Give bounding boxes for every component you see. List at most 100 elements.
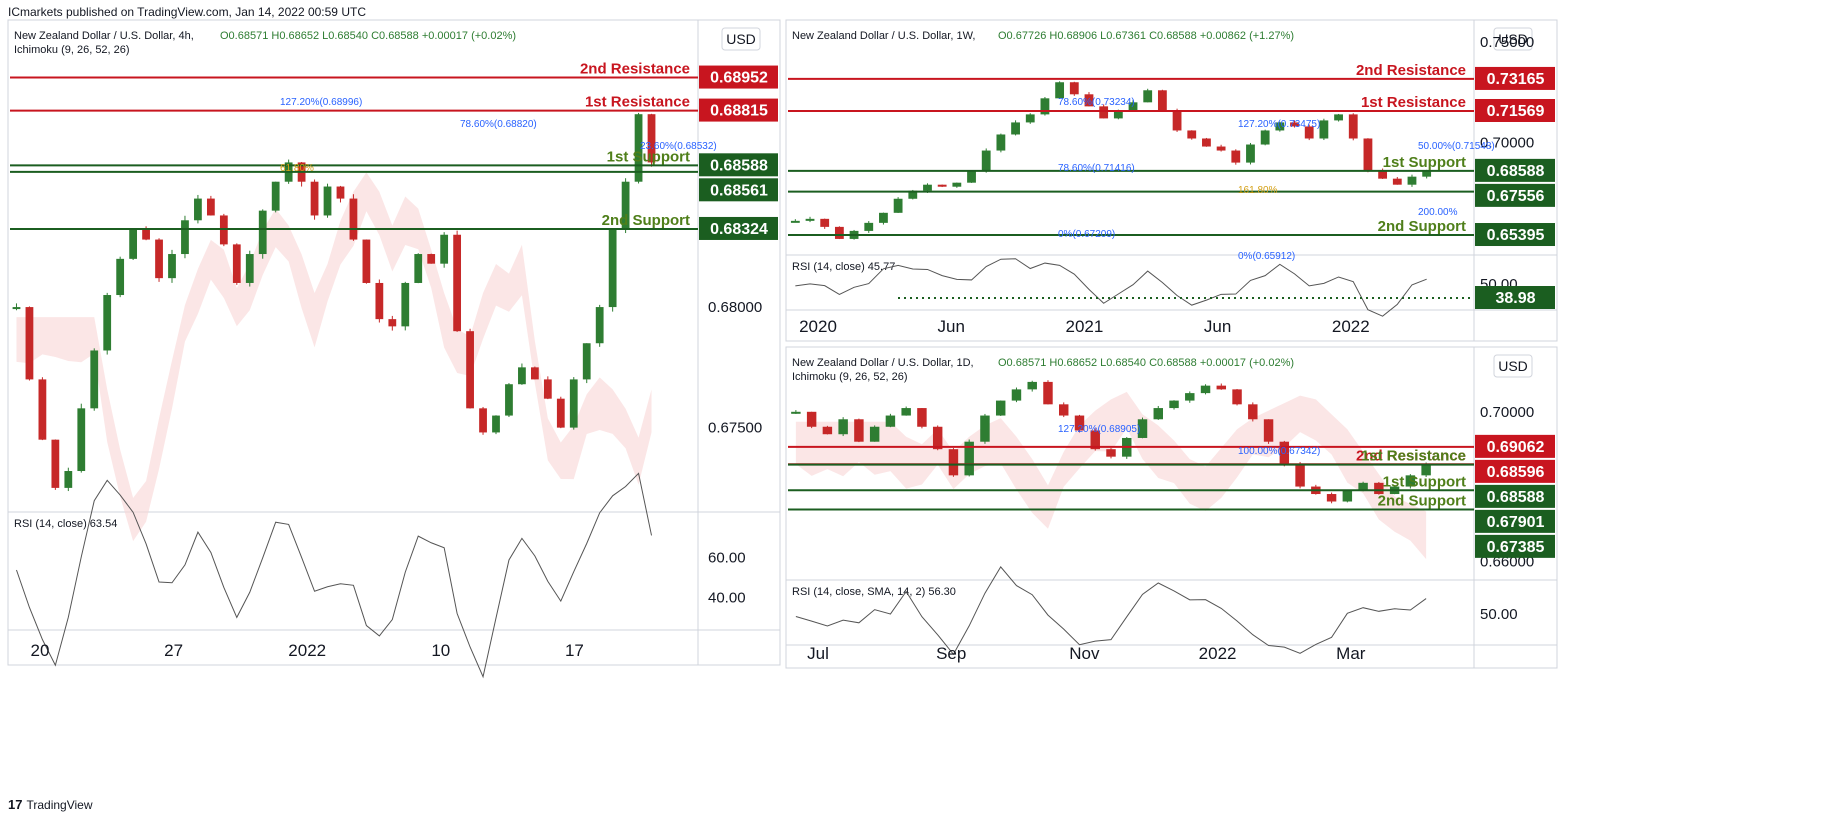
- level-value: 0.68588: [1487, 163, 1545, 180]
- candle-body: [948, 449, 959, 476]
- candle-body: [1295, 464, 1305, 487]
- rsi-line: [16, 472, 653, 679]
- fib-label: 0%(0.67209): [1058, 229, 1115, 240]
- candle-body: [103, 295, 112, 351]
- candle-body: [479, 408, 487, 433]
- candle-body: [492, 415, 500, 433]
- level-label: 1st Resistance: [585, 94, 690, 111]
- ohlc-readout: O0.68571 H0.68652 L0.68540 C0.68588 +0.0…: [998, 357, 1294, 369]
- candle-body: [569, 379, 578, 428]
- price-tick: 0.67500: [708, 420, 762, 437]
- candle-body: [952, 182, 962, 187]
- candle-body: [1011, 389, 1022, 401]
- candle-body: [1248, 404, 1258, 420]
- level-value-box: [699, 98, 778, 122]
- date-tick: 2020: [799, 317, 837, 336]
- candle-body: [25, 307, 34, 380]
- tradingview-brand: TradingView: [26, 797, 93, 812]
- level-value-box: [1475, 66, 1555, 90]
- candle-body: [1040, 98, 1050, 115]
- candle-body: [838, 419, 848, 435]
- level-value-box: [699, 65, 778, 89]
- candle-body: [1137, 419, 1148, 438]
- candle-body: [1422, 170, 1432, 177]
- currency-badge: [721, 27, 761, 51]
- level-value: 0.68588: [710, 157, 768, 174]
- candle-body: [885, 415, 896, 427]
- candle-body: [932, 426, 943, 450]
- candle-body: [1326, 494, 1337, 502]
- candle-body: [1275, 122, 1285, 131]
- candle-body: [453, 234, 462, 332]
- candle-body: [556, 398, 565, 428]
- level-value-box: [1475, 484, 1555, 508]
- rsi-label: RSI (14, close) 63.54: [14, 518, 117, 530]
- fib-label: 200.00%: [1418, 207, 1458, 218]
- candle-body: [879, 212, 888, 223]
- level-value-box: [699, 216, 778, 240]
- candle-body: [1200, 385, 1211, 394]
- candle-body: [12, 307, 21, 310]
- rsi-label: RSI (14, close, SMA, 14, 2) 56.30: [792, 586, 956, 598]
- chart-title: New Zealand Dollar / U.S. Dollar, 1W,: [792, 30, 975, 42]
- candle-body: [822, 426, 833, 435]
- candle-body: [647, 114, 656, 163]
- candle-body: [1185, 393, 1195, 401]
- candle-body: [181, 220, 189, 255]
- candle-body: [1407, 176, 1417, 185]
- candle-body: [1405, 475, 1416, 487]
- candle-body: [375, 282, 384, 320]
- candle-body: [1055, 82, 1065, 99]
- candle-body: [90, 350, 99, 409]
- candle-body: [1304, 126, 1314, 139]
- candle-body: [258, 210, 267, 255]
- date-tick: Sep: [936, 644, 966, 663]
- candle-body: [917, 408, 927, 427]
- level-value: 0.67556: [1487, 188, 1545, 205]
- candle-body: [1027, 381, 1037, 390]
- candle-body: [1128, 102, 1138, 111]
- candle-body: [1187, 130, 1197, 139]
- candle-body: [1157, 90, 1167, 111]
- date-tick: 2022: [1332, 317, 1370, 336]
- candle-body: [1043, 381, 1053, 405]
- tradingview-footer[interactable]: 17 TradingView: [8, 797, 93, 812]
- rsi-line: [795, 258, 1427, 317]
- candle-body: [388, 319, 397, 327]
- candle-body: [1334, 114, 1343, 121]
- candle-body: [155, 239, 163, 279]
- candle-body: [1319, 120, 1329, 139]
- currency-label: USD: [726, 31, 756, 47]
- candle-body: [1099, 106, 1109, 119]
- level-label: 1st Support: [1383, 154, 1466, 171]
- candle-body: [1172, 110, 1182, 131]
- chart-title: New Zealand Dollar / U.S. Dollar, 4h,: [14, 30, 194, 42]
- date-tick: Jul: [807, 644, 829, 663]
- candle-body: [790, 220, 800, 223]
- candle-body: [1202, 138, 1211, 147]
- candle-body: [1279, 441, 1290, 465]
- candle-body: [142, 229, 150, 240]
- panel-frame: [785, 346, 1558, 669]
- candle-body: [805, 218, 815, 221]
- price-tick: 0.70000: [1480, 404, 1534, 421]
- candle-body: [1106, 449, 1116, 457]
- date-tick: 2021: [1065, 317, 1103, 336]
- candle-body: [1260, 130, 1270, 145]
- candle-body: [168, 254, 176, 279]
- candle-body: [820, 218, 830, 227]
- fib-label: 127.20%(0.73475): [1238, 119, 1320, 130]
- candle-body: [427, 254, 436, 264]
- candle-body: [908, 190, 918, 199]
- level-value-box: [1475, 434, 1555, 458]
- fib-label: 127.20%(0.68905): [1058, 424, 1140, 435]
- candle-body: [1374, 482, 1384, 495]
- candle-body: [893, 198, 903, 213]
- candle-body: [1290, 122, 1299, 127]
- level-value-box: [1475, 158, 1555, 182]
- candle-body: [869, 426, 880, 442]
- level-label: 1st Support: [607, 148, 690, 165]
- candle-body: [981, 150, 991, 171]
- candle-body: [1342, 490, 1353, 502]
